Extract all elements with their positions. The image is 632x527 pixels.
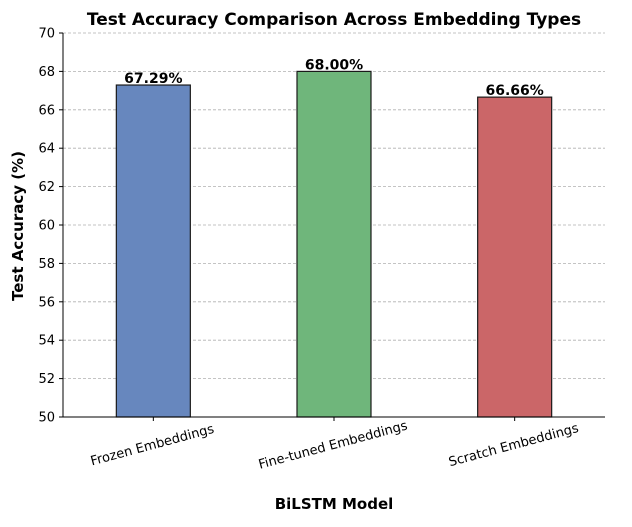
bar-value-label: 68.00%: [305, 57, 363, 73]
y-tick-label: 66: [38, 103, 55, 118]
y-tick-label: 62: [38, 180, 55, 195]
bar-value-label: 66.66%: [486, 83, 544, 99]
y-tick-label: 68: [38, 65, 55, 80]
x-tick-label: Frozen Embeddings: [89, 422, 216, 469]
x-tick-label: Scratch Embeddings: [447, 421, 580, 470]
data-labels: 67.29% 68.00% 66.66%: [124, 57, 544, 99]
chart-title: Test Accuracy Comparison Across Embeddin…: [87, 10, 581, 30]
bar: [296, 70, 372, 418]
y-tick-label: 56: [38, 295, 55, 310]
y-tick-label: 52: [38, 372, 55, 387]
bar-value-label: 67.29%: [124, 71, 182, 87]
bars: [115, 70, 553, 418]
y-tick-label: 54: [38, 334, 55, 349]
y-tick-label: 60: [38, 219, 55, 234]
x-ticks: Frozen Embeddings Fine-tuned Embeddings Sc…: [89, 417, 581, 473]
x-tick-label: Fine-tuned Embeddings: [257, 418, 409, 472]
y-axis-label: Test Accuracy (%): [9, 151, 27, 301]
x-axis-label: BiLSTM Model: [275, 495, 394, 513]
bar: [115, 84, 191, 418]
y-ticks: 50 52 54 56 58 60 62 64 66 68 70: [38, 27, 63, 426]
y-tick-label: 70: [38, 27, 55, 42]
y-tick-label: 50: [38, 411, 55, 426]
y-tick-label: 64: [38, 142, 55, 157]
bar: [477, 96, 553, 418]
y-tick-label: 58: [38, 257, 55, 272]
